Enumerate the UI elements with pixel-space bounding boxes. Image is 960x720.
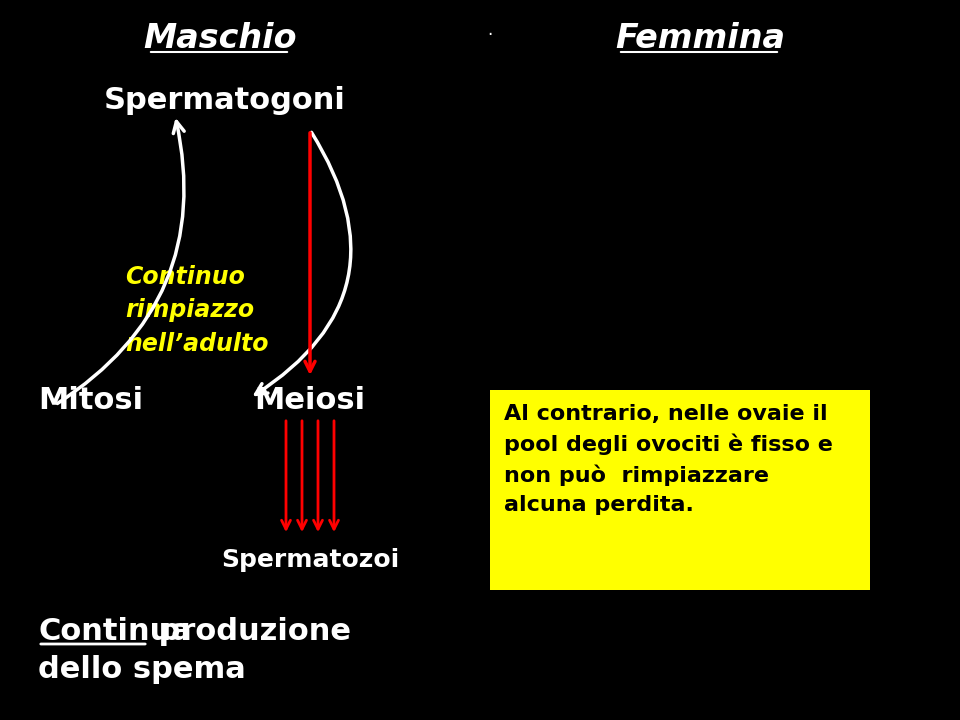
Text: Al contrario, nelle ovaie il
pool degli ovociti è fisso e
non può  rimpiazzare
a: Al contrario, nelle ovaie il pool degli … — [504, 404, 833, 515]
Text: produzione: produzione — [148, 618, 351, 647]
Text: Femmina: Femmina — [615, 22, 785, 55]
Text: .: . — [488, 21, 492, 39]
Text: dello spema: dello spema — [38, 655, 246, 685]
Text: Continua: Continua — [38, 618, 192, 647]
Text: Spermatozoi: Spermatozoi — [221, 548, 399, 572]
FancyBboxPatch shape — [490, 390, 870, 590]
Text: Meiosi: Meiosi — [254, 385, 366, 415]
Text: Spermatogoni: Spermatogoni — [104, 86, 346, 114]
Text: Mitosi: Mitosi — [38, 385, 143, 415]
Text: Maschio: Maschio — [143, 22, 297, 55]
Text: Continuo
rimpiazzo
nell’adulto: Continuo rimpiazzo nell’adulto — [125, 264, 269, 356]
